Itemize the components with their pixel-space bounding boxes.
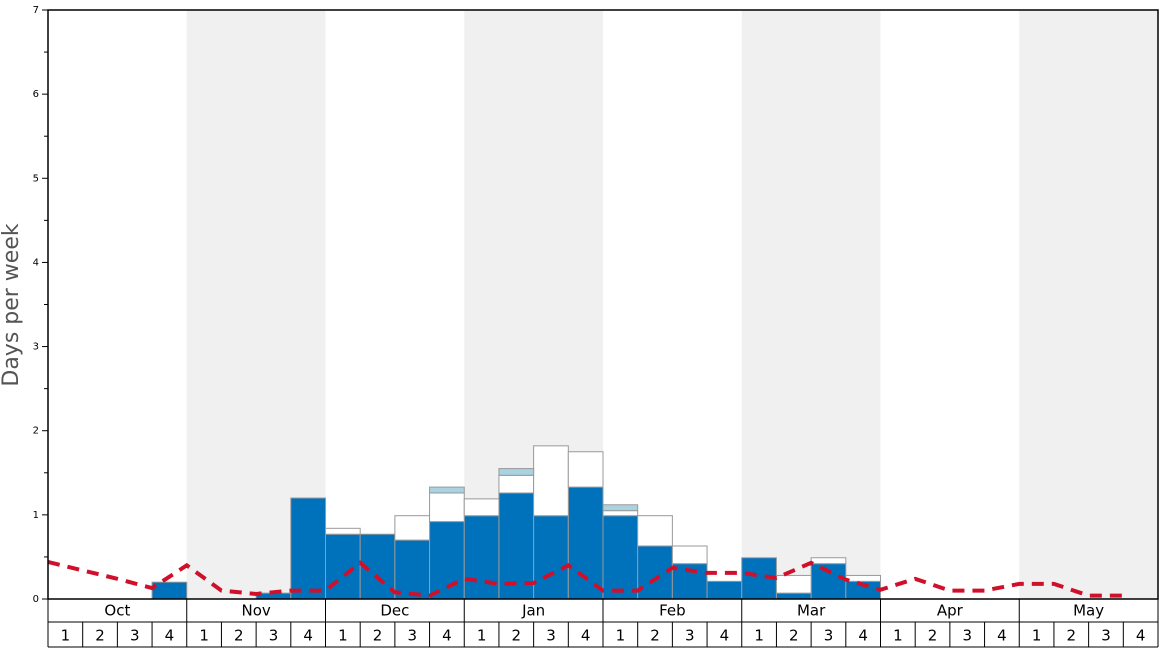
x-tick-label: 3 — [824, 627, 834, 645]
x-tick-label: 3 — [1101, 627, 1111, 645]
x-tick-label: 1 — [754, 627, 764, 645]
bar — [325, 533, 361, 600]
x-tick-label: 2 — [512, 627, 522, 645]
bar — [810, 557, 847, 565]
x-tick-label: 3 — [546, 627, 556, 645]
month-label: May — [1073, 602, 1104, 620]
bar — [498, 474, 535, 494]
month-label: Nov — [241, 602, 270, 620]
y-tick-label: 1 — [33, 510, 39, 521]
y-tick-label: 3 — [33, 342, 39, 353]
bar — [637, 545, 673, 600]
month-band — [1019, 10, 1158, 599]
bar — [533, 515, 569, 600]
bar — [567, 486, 604, 600]
x-tick-label: 4 — [442, 627, 452, 645]
x-tick-label: 4 — [1136, 627, 1146, 645]
y-axis-label: Days per week — [0, 223, 24, 386]
x-tick-label: 1 — [338, 627, 348, 645]
x-tick-label: 3 — [685, 627, 695, 645]
month-label: Mar — [797, 602, 826, 620]
x-tick-label: 1 — [1032, 627, 1042, 645]
x-tick-label: 4 — [720, 627, 730, 645]
x-tick-label: 1 — [199, 627, 209, 645]
y-tick-label: 2 — [33, 426, 39, 437]
month-label: Apr — [937, 602, 964, 620]
y-tick-label: 0 — [33, 594, 39, 605]
bar — [290, 497, 326, 600]
x-tick-label: 4 — [997, 627, 1007, 645]
x-tick-label: 2 — [373, 627, 383, 645]
y-tick-label: 7 — [33, 5, 39, 16]
bar — [463, 515, 500, 600]
bar — [810, 563, 847, 600]
trend-line — [47, 560, 1124, 598]
x-tick-label: 2 — [234, 627, 244, 645]
bar — [429, 486, 465, 494]
bar — [602, 515, 639, 600]
x-tick-label: 3 — [407, 627, 417, 645]
x-tick-label: 2 — [928, 627, 938, 645]
bar — [463, 498, 500, 517]
x-tick-label: 3 — [269, 627, 279, 645]
bar — [567, 451, 604, 488]
month-label: Feb — [659, 602, 686, 620]
x-tick-label: 4 — [165, 627, 175, 645]
bar — [845, 574, 881, 582]
bar — [706, 580, 743, 600]
x-tick-label: 1 — [893, 627, 903, 645]
bar — [775, 574, 812, 594]
x-tick-label: 1 — [61, 627, 71, 645]
x-tick-label: 4 — [581, 627, 591, 645]
y-tick-label: 5 — [33, 173, 39, 184]
bar — [602, 504, 639, 512]
x-tick-label: 3 — [962, 627, 972, 645]
x-tick-label: 4 — [858, 627, 868, 645]
x-tick-label: 1 — [477, 627, 487, 645]
bar — [775, 592, 812, 600]
y-tick-label: 6 — [33, 89, 39, 100]
bar — [498, 468, 535, 476]
x-tick-label: 2 — [95, 627, 105, 645]
bar — [325, 527, 361, 535]
month-band — [741, 10, 881, 599]
bar — [394, 515, 431, 541]
bar — [394, 539, 431, 600]
x-tick-label: 2 — [1067, 627, 1077, 645]
bar — [533, 445, 569, 517]
x-tick-label: 2 — [650, 627, 660, 645]
bar — [151, 581, 188, 600]
x-tick-label: 3 — [130, 627, 140, 645]
month-label: Jan — [521, 602, 545, 620]
month-label: Oct — [104, 602, 130, 620]
x-tick-label: 2 — [789, 627, 799, 645]
x-tick-label: 1 — [616, 627, 626, 645]
x-tick-label: 4 — [303, 627, 313, 645]
month-label: Dec — [380, 602, 409, 620]
bar — [429, 492, 465, 523]
bar — [671, 545, 708, 565]
y-tick-label: 4 — [33, 257, 39, 268]
bar — [637, 515, 673, 547]
bar — [602, 510, 639, 517]
